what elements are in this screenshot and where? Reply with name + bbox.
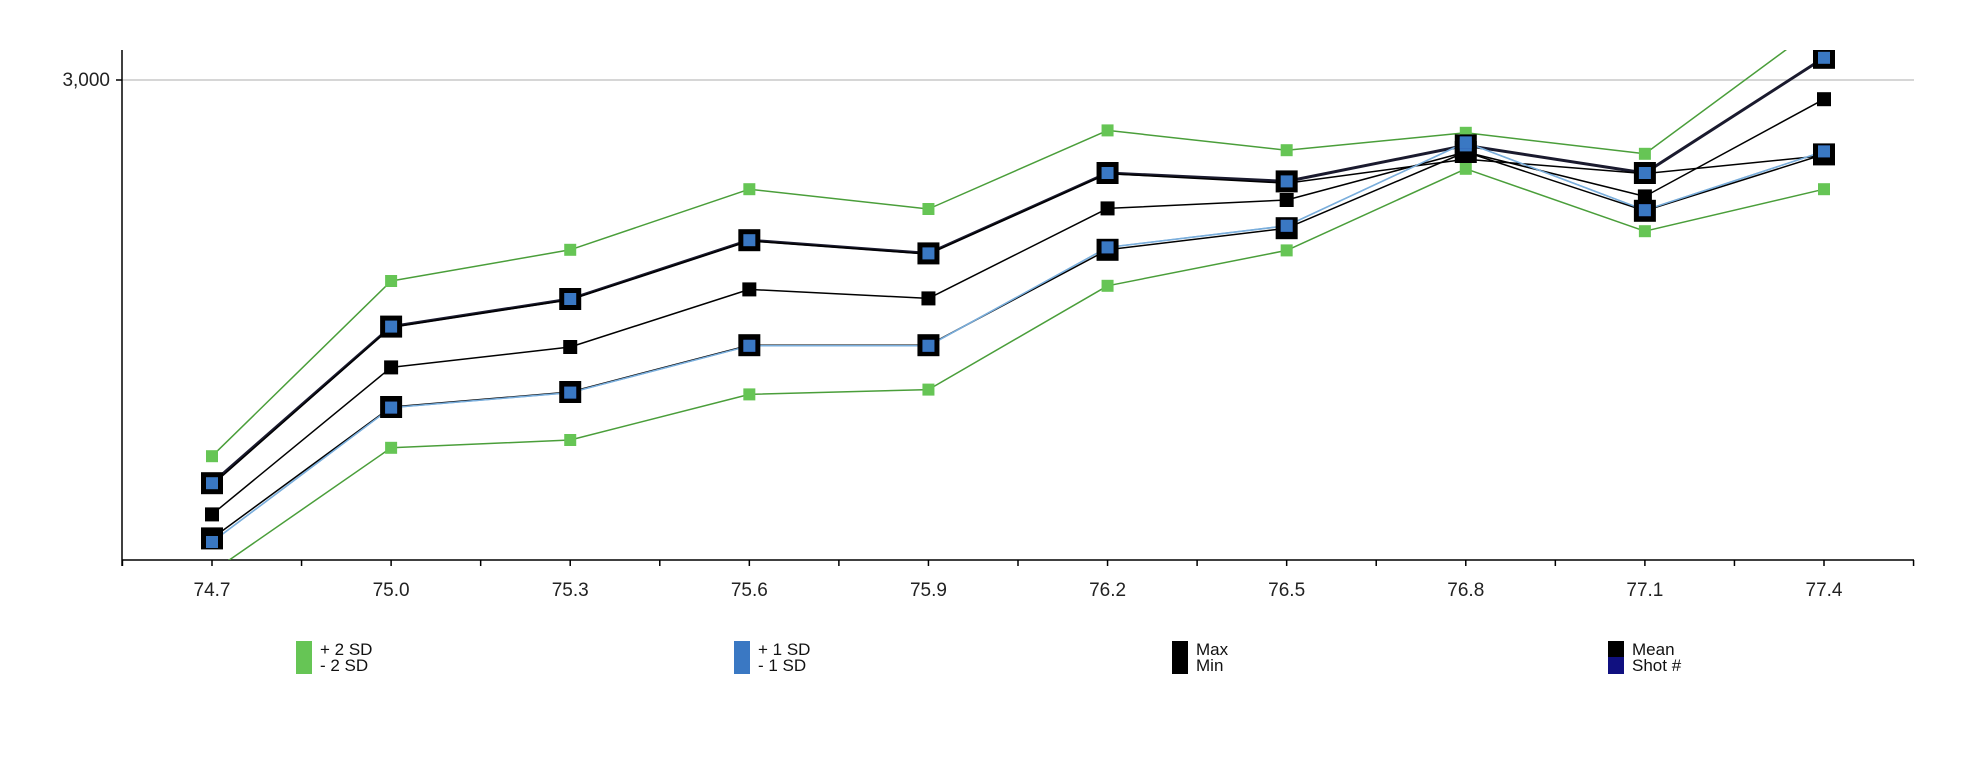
marker-plus2sd — [1638, 147, 1651, 160]
legend-label: Mean — [1632, 640, 1675, 659]
marker-core-shotnum — [1818, 145, 1830, 158]
marker-minus2sd — [1638, 225, 1651, 238]
marker-max — [1817, 92, 1831, 107]
x-tick-label: 77.1 — [1626, 580, 1663, 601]
legend-swatch — [1608, 657, 1624, 674]
marker-minus2sd — [922, 383, 935, 396]
x-tick-label: 76.5 — [1268, 580, 1305, 601]
marker-minus2sd — [1818, 183, 1830, 196]
marker-inner-plus1sd — [564, 293, 577, 305]
marker-minus2sd — [1280, 244, 1293, 257]
marker-core-shotnum — [1280, 219, 1293, 232]
marker-plus2sd — [1101, 124, 1114, 137]
marker-minus2sd — [206, 566, 218, 578]
legend-label: Max — [1196, 640, 1229, 659]
y-tick-label: 3,000 — [62, 70, 110, 91]
legend-swatch — [296, 657, 312, 674]
marker-max — [563, 340, 578, 354]
marker-core-shotnum — [1101, 241, 1114, 254]
series-line-shotnum — [211, 141, 1825, 543]
legend-label: + 1 SD — [758, 640, 810, 659]
legend-swatch — [1172, 641, 1188, 658]
marker-max — [1279, 193, 1294, 207]
legend-label: + 2 SD — [320, 640, 372, 659]
marker-plus2sd — [1818, 16, 1830, 28]
marker-max — [205, 507, 219, 522]
legend-label: Min — [1196, 656, 1223, 675]
marker-core-shotnum — [564, 386, 577, 399]
marker-inner-plus1sd — [922, 247, 935, 260]
series-line-min — [211, 154, 1825, 486]
legend-swatch — [734, 657, 750, 674]
x-tick-label: 75.6 — [731, 580, 768, 601]
marker-minus2sd — [1101, 279, 1114, 292]
legend-swatch — [1172, 657, 1188, 674]
marker-inner-plus1sd — [206, 477, 218, 490]
marker-plus2sd — [206, 450, 218, 463]
marker-core-shotnum — [1459, 136, 1472, 149]
marker-minus2sd — [1459, 162, 1472, 175]
legend-label: - 1 SD — [758, 656, 806, 675]
marker-inner-plus1sd — [385, 320, 398, 333]
axes-layer: 3,000 74.7 75.0 75.3 75.6 75.9 76.2 76.5 76.8 77.… — [62, 50, 1915, 601]
marker-plus2sd — [385, 275, 398, 287]
series-line-minus1sd — [211, 141, 1825, 543]
marker-minus2sd — [385, 441, 398, 454]
legend-label: Shot # — [1632, 656, 1682, 675]
marker-plus2sd — [1280, 144, 1293, 157]
marker-core-shotnum — [385, 401, 398, 414]
x-tick-label: 75.3 — [552, 580, 589, 601]
x-tick-label: 75.9 — [910, 580, 947, 601]
legend-label: - 2 SD — [320, 656, 368, 675]
legend-swatch — [296, 641, 312, 658]
legend-swatch — [1608, 641, 1624, 658]
x-tick-label: 76.2 — [1089, 580, 1126, 601]
marker-inner-plus1sd — [1638, 167, 1651, 179]
marker-inner-plus1sd — [1280, 175, 1293, 188]
x-tick-label: 74.7 — [194, 580, 231, 601]
x-tick-label: 76.8 — [1447, 580, 1484, 601]
marker-max — [742, 282, 757, 297]
marker-core-shotnum — [922, 339, 935, 352]
x-tick-label: 75.0 — [373, 580, 410, 601]
marker-max — [921, 291, 936, 306]
marker-core-shotnum — [743, 339, 756, 352]
marker-inner-plus1sd — [743, 234, 756, 247]
marker-core-shotnum — [1638, 204, 1651, 217]
x-tick-label: 77.4 — [1806, 580, 1843, 601]
marker-minus2sd — [564, 434, 577, 446]
marker-max — [384, 360, 399, 375]
series-layer — [201, 16, 1835, 578]
marker-max — [1100, 201, 1115, 216]
marker-plus2sd — [743, 183, 756, 196]
marker-plus2sd — [922, 203, 935, 215]
series-line-minus2sd — [227, 168, 1825, 560]
marker-inner-plus1sd — [1818, 51, 1830, 64]
series-line-plus2sd — [211, 50, 1787, 457]
marker-core-shotnum — [206, 536, 218, 548]
marker-plus2sd — [564, 243, 577, 256]
marker-minus2sd — [743, 388, 756, 401]
legend-swatch — [734, 641, 750, 658]
series-line-max — [211, 98, 1825, 515]
marker-inner-plus1sd — [1101, 167, 1114, 179]
